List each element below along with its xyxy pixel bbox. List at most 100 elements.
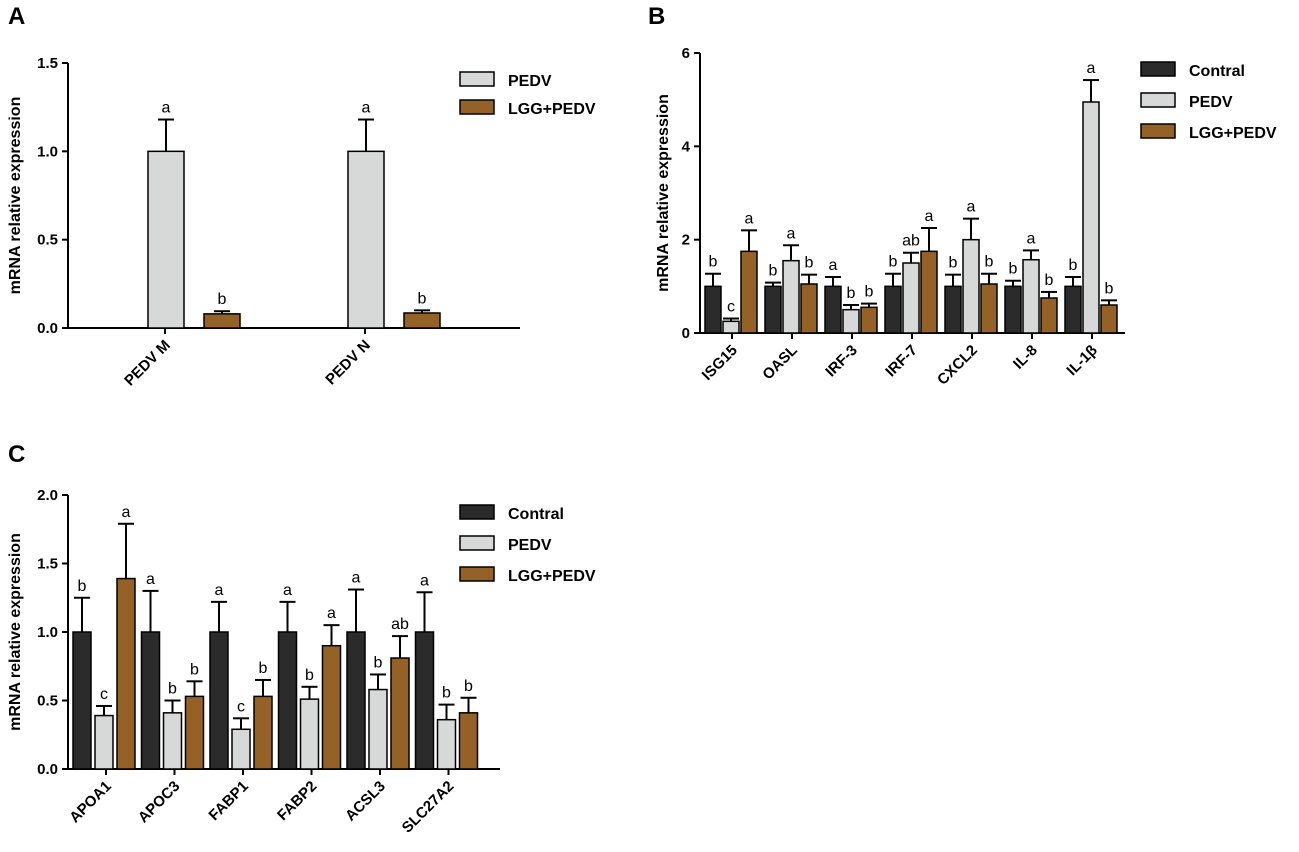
bar-APOC3-PEDV — [162, 712, 183, 770]
significance-label: b — [1105, 280, 1114, 297]
bar-ACSL3-Contral — [346, 631, 366, 770]
bar-IL-1β-LGG+PEDV — [1100, 304, 1118, 334]
legend-swatch — [459, 504, 495, 520]
bar-IL-1β-PEDV — [1082, 101, 1100, 334]
bar-IRF-3-PEDV — [842, 308, 860, 334]
significance-label: a — [420, 572, 429, 589]
significance-label: c — [237, 698, 245, 715]
significance-label: a — [745, 210, 754, 227]
bar-IRF-7-LGG+PEDV — [920, 250, 938, 334]
significance-label: b — [889, 254, 898, 271]
y-tick-label: 2.0 — [37, 487, 58, 504]
bar-ISG15-Contral — [704, 285, 722, 334]
significance-label: b — [805, 255, 814, 272]
bar-CXCL2-Contral — [944, 285, 962, 334]
bar-OASL-Contral — [764, 285, 782, 334]
bar-IL-8-LGG+PEDV — [1040, 297, 1058, 334]
significance-label: b — [464, 678, 473, 695]
significance-label: b — [709, 254, 718, 271]
legend-label: PEDV — [508, 73, 552, 90]
significance-label: b — [305, 667, 314, 684]
bar-IRF-7-Contral — [884, 285, 902, 334]
significance-label: a — [215, 582, 224, 599]
legend-label: Contral — [508, 506, 564, 523]
y-tick-label: 1.0 — [37, 624, 58, 641]
significance-label: c — [727, 299, 735, 316]
panel-letter: A — [8, 3, 25, 30]
bar-APOA1-PEDV — [94, 714, 114, 770]
significance-label: a — [787, 225, 796, 242]
significance-label: c — [100, 686, 108, 703]
bar-FABP1-PEDV — [231, 728, 251, 770]
bar-SLC27A2-LGG+PEDV — [458, 712, 479, 770]
significance-label: b — [949, 255, 958, 272]
category-label: APOA1 — [66, 778, 115, 827]
category-label: FABP2 — [274, 778, 320, 824]
significance-label: b — [769, 263, 778, 280]
legend-label: LGG+PEDV — [508, 101, 596, 118]
significance-label: a — [283, 582, 292, 599]
bar-ACSL3-LGG+PEDV — [390, 657, 410, 770]
bar-FABP1-Contral — [209, 631, 229, 770]
significance-label: b — [78, 578, 87, 595]
legend-label: PEDV — [508, 537, 552, 554]
significance-label: a — [162, 100, 171, 117]
y-tick-label: 2 — [682, 232, 690, 249]
bar-IL-8-Contral — [1004, 285, 1022, 334]
legend-label: LGG+PEDV — [1189, 125, 1277, 142]
y-axis-title: mRNA relative expression — [655, 94, 672, 292]
category-label: IL-1β — [1063, 342, 1100, 379]
significance-label: b — [1069, 257, 1078, 274]
legend-label: LGG+PEDV — [508, 568, 596, 585]
category-label: ACSL3 — [342, 778, 389, 825]
bar-SLC27A2-PEDV — [436, 718, 457, 770]
significance-label: a — [829, 257, 838, 274]
bar-APOC3-LGG+PEDV — [184, 695, 205, 770]
legend-swatch — [459, 535, 495, 551]
category-label: APOC3 — [135, 778, 184, 827]
bar-PEDV N-LGG+PEDV — [403, 312, 441, 329]
significance-label: b — [218, 291, 227, 308]
bar-PEDV M-LGG+PEDV — [203, 313, 241, 329]
y-axis-title: mRNA relative expression — [7, 97, 24, 295]
category-label: SLC27A2 — [399, 778, 458, 837]
category-label: CXCL2 — [934, 342, 981, 389]
significance-label: b — [865, 284, 874, 301]
category-label: PEDV N — [322, 337, 374, 389]
bar-PEDV M-PEDV — [147, 150, 185, 329]
significance-label: ab — [391, 616, 409, 633]
bar-FABP1-LGG+PEDV — [253, 695, 273, 770]
legend-swatch — [459, 71, 495, 87]
y-tick-label: 1.5 — [37, 556, 58, 573]
legend-swatch — [459, 99, 495, 115]
y-tick-label: 0.0 — [37, 320, 58, 337]
legend-swatch — [1140, 61, 1176, 77]
significance-label: a — [352, 570, 361, 587]
bar-ISG15-PEDV — [722, 320, 740, 334]
bar-FABP2-Contral — [277, 631, 298, 770]
bar-OASL-PEDV — [782, 259, 800, 334]
bar-FABP2-LGG+PEDV — [321, 644, 342, 770]
category-label: PEDV M — [121, 337, 174, 390]
significance-label: a — [967, 199, 976, 216]
category-label: OASL — [759, 342, 800, 383]
bar-IRF-3-Contral — [824, 285, 842, 334]
legend-label: PEDV — [1189, 94, 1233, 111]
significance-label: ab — [902, 233, 920, 250]
bar-PEDV N-PEDV — [347, 150, 385, 329]
significance-label: b — [190, 661, 199, 678]
bar-IRF-3-LGG+PEDV — [860, 306, 878, 334]
bar-APOA1-Contral — [72, 631, 92, 770]
legend-swatch — [1140, 92, 1176, 108]
category-label: IRF-7 — [882, 342, 921, 381]
category-label: FABP1 — [206, 778, 252, 824]
y-tick-label: 4 — [682, 138, 691, 155]
category-label: IL-8 — [1010, 342, 1041, 373]
panel-letter: B — [648, 3, 665, 30]
bar-IL-8-PEDV — [1022, 258, 1040, 334]
significance-label: b — [1045, 272, 1054, 289]
